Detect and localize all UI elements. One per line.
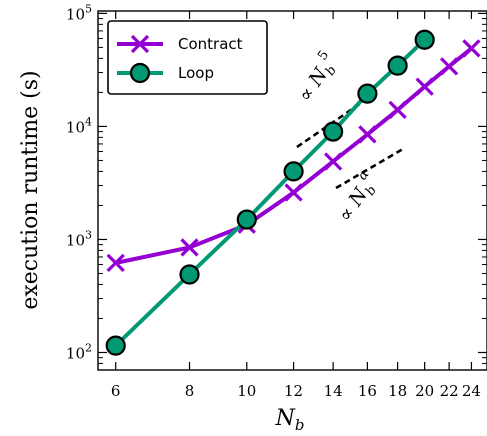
axis-ticks: 6 8 10 12 14 16 18 20 22 24 102 103 104 105 (66, 2, 487, 400)
x-axis-label-main: N (275, 406, 296, 431)
series-loop (105, 29, 435, 356)
data-point-loop (414, 29, 435, 50)
legend-box (107, 20, 268, 95)
legend-contract-label: Contract (178, 35, 243, 53)
x-tick-label: 20 (415, 382, 434, 400)
svg-text:∝ Nbα: ∝ Nbα (331, 167, 385, 228)
x-tick-label: 12 (284, 382, 303, 400)
y-tick-label: 104 (66, 115, 92, 136)
legend-contract-marker (130, 34, 150, 54)
data-point-contract (323, 152, 343, 171)
data-point-contract (462, 39, 481, 58)
annotation-2-sup: α (355, 167, 372, 183)
legend-marker-loop (129, 62, 151, 84)
annotation-power-alpha: ∝ Nbα (331, 167, 385, 228)
reference-line-power-alpha (335, 147, 404, 190)
data-point-contract (180, 238, 199, 257)
y-axis-label: execution runtime (s) (18, 70, 43, 309)
legend-marker-contract (130, 34, 150, 54)
data-point-loop (236, 209, 257, 230)
data-point-contract-stroke-b (180, 238, 199, 257)
x-tick-label: 6 (111, 382, 121, 400)
data-point-contract-stroke-b (358, 125, 377, 144)
x-tick-label: 22 (440, 382, 459, 400)
annotation-1-sup: 5 (315, 48, 332, 63)
data-point-loop (105, 335, 126, 356)
data-point-contract-stroke-b (106, 253, 125, 273)
data-point-contract-stroke-b (323, 152, 343, 171)
data-point-contract (439, 57, 459, 76)
data-point-loop (323, 121, 344, 142)
data-point-contract (284, 183, 303, 202)
data-point-contract (388, 100, 407, 120)
data-point-contract-stroke-b (462, 39, 481, 58)
x-tick-label: 24 (462, 382, 481, 400)
data-point-contract-stroke-b (388, 100, 407, 120)
data-point-contract (358, 125, 377, 144)
legend-loop-marker (129, 62, 151, 84)
legend-marker-contract-stroke-b (130, 34, 150, 54)
y-tick-label: 103 (66, 228, 92, 249)
data-point-loop (357, 83, 378, 104)
data-point-contract-stroke-b (284, 183, 303, 202)
y-tick-label: 105 (66, 2, 92, 23)
svg-text:∝ Nb5: ∝ Nb5 (291, 48, 345, 108)
series-contract (106, 39, 481, 273)
y-tick-label: 102 (66, 341, 92, 362)
data-point-contract (415, 77, 434, 96)
plot-frame (97, 10, 487, 371)
data-point-loop (283, 161, 304, 182)
legend-loop-label: Loop (178, 64, 214, 82)
x-tick-label: 8 (185, 382, 195, 400)
series-layer (105, 29, 481, 356)
x-tick-label: 16 (358, 382, 377, 400)
data-point-loop (179, 264, 200, 285)
x-tick-label: 18 (388, 382, 407, 400)
series-contract-line (115, 46, 473, 265)
x-tick-label: 10 (237, 382, 256, 400)
x-axis-label-sub: b (295, 416, 305, 434)
annotation-power-5: ∝ Nb5 (291, 48, 345, 108)
data-point-loop (387, 55, 408, 76)
data-point-contract-stroke-b (415, 77, 434, 96)
legend: Contract Loop (107, 20, 268, 95)
x-tick-label: 14 (324, 382, 343, 400)
data-point-contract-stroke-b (439, 57, 459, 76)
data-point-contract (106, 253, 125, 273)
x-axis-label: Nb (275, 406, 305, 434)
